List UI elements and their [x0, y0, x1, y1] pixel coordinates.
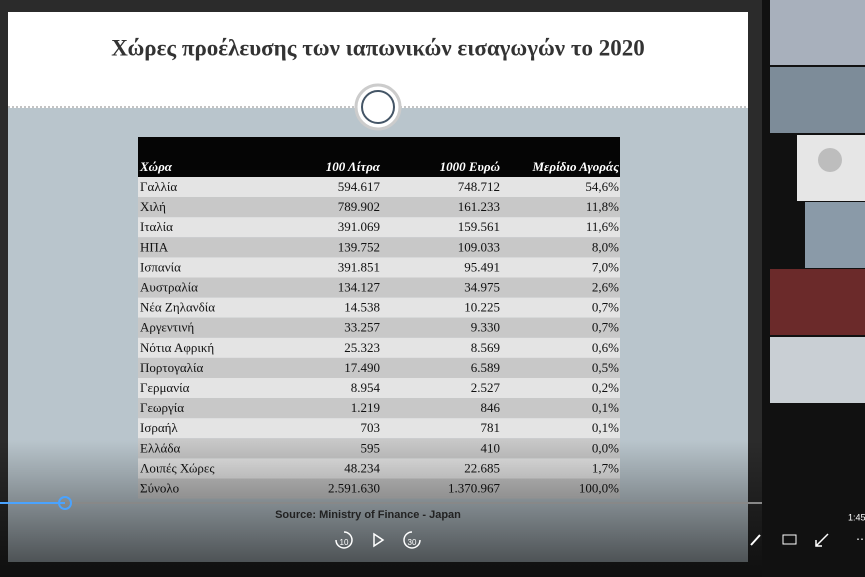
table-cell: 6.589 — [471, 360, 500, 375]
participant-tile[interactable] — [770, 0, 865, 65]
table-cell: 8,0% — [592, 239, 619, 254]
table-cell: 161.233 — [458, 199, 500, 214]
play-button[interactable] — [373, 532, 385, 548]
table-header-cell: 100 Λίτρα — [326, 159, 381, 174]
table-cell: Γαλλία — [140, 179, 177, 194]
table-row-bg — [138, 357, 620, 378]
table-cell: 0,6% — [592, 340, 619, 355]
table-cell: Αυστραλία — [140, 280, 198, 295]
table-row-bg — [138, 177, 620, 198]
table-cell: 10.225 — [464, 300, 500, 315]
rewind-icon — [335, 531, 353, 549]
edit-button[interactable] — [750, 534, 761, 546]
table-cell: 0,5% — [592, 360, 619, 375]
rewind-label: 10 — [340, 538, 349, 547]
table-cell: 17.490 — [344, 360, 380, 375]
table-cell: 54,6% — [585, 179, 619, 194]
table-cell: Νότια Αφρική — [140, 340, 214, 355]
table-header-cell: Μερίδιο Αγοράς — [531, 159, 619, 174]
table-cell: 109.033 — [458, 239, 500, 254]
source: Source: Ministry of Finance - Japan — [275, 509, 461, 521]
pip-button[interactable] — [782, 534, 797, 545]
table-cell: Νέα Ζηλανδία — [140, 300, 215, 315]
table-cell: 8.954 — [351, 380, 381, 395]
table-cell: 134.127 — [338, 280, 381, 295]
table-cell: Αργεντινή — [140, 320, 194, 335]
table-header-cell: 1000 Ευρώ — [440, 159, 500, 174]
table-cell: 9.330 — [471, 320, 500, 335]
table-cell: Ισπανία — [140, 259, 181, 274]
table-cell: 0,2% — [592, 380, 619, 395]
table-row-bg — [138, 237, 620, 258]
participant-tile[interactable] — [770, 67, 865, 133]
table-cell: 11,8% — [586, 199, 619, 214]
participant-tile[interactable] — [805, 202, 865, 268]
table-cell: 0,7% — [592, 300, 619, 315]
table-cell: Χιλή — [140, 199, 166, 214]
table-cell: 33.257 — [344, 320, 380, 335]
controls-shade — [0, 440, 762, 577]
table-cell: 0,1% — [592, 420, 619, 435]
table-cell: 0,7% — [592, 320, 619, 335]
table-header-bg — [138, 137, 620, 177]
table-row-bg — [138, 398, 620, 419]
table-cell: 703 — [361, 420, 381, 435]
table-cell: 781 — [481, 420, 501, 435]
table-cell: 8.569 — [471, 340, 500, 355]
table-cell: Γεωργία — [140, 400, 184, 415]
table-cell: Γερμανία — [140, 380, 190, 395]
table-row-bg — [138, 378, 620, 399]
table-cell: Πορτογαλία — [140, 360, 203, 375]
table-cell: 2.527 — [471, 380, 501, 395]
table-row-bg — [138, 217, 620, 238]
table-cell: 846 — [481, 400, 501, 415]
table-cell: 748.712 — [458, 179, 500, 194]
forward-button[interactable]: 30 — [403, 531, 421, 549]
table-row-bg — [138, 297, 620, 318]
forward-icon — [403, 531, 421, 549]
table-cell: 159.561 — [458, 219, 500, 234]
table-cell: ΗΠΑ — [140, 239, 169, 254]
table-cell: 25.323 — [344, 340, 380, 355]
forward-label: 30 — [408, 538, 417, 547]
table-cell: 11,6% — [586, 219, 619, 234]
table-cell: 95.491 — [464, 259, 500, 274]
table-row-bg — [138, 197, 620, 218]
table-cell: 2,6% — [592, 280, 619, 295]
more-button[interactable]: ⋯ — [856, 532, 865, 546]
table-cell: 789.902 — [338, 199, 380, 214]
progress-handle[interactable] — [58, 496, 72, 510]
table-cell: Ιταλία — [140, 219, 173, 234]
table-cell: 7,0% — [592, 259, 619, 274]
table-cell: Ισραήλ — [140, 420, 178, 435]
participant-tile[interactable] — [770, 337, 865, 403]
table-cell: 14.538 — [344, 300, 380, 315]
participant-tile[interactable] — [770, 269, 865, 335]
table-cell: 34.975 — [464, 280, 500, 295]
table-cell: 0,1% — [592, 400, 619, 415]
fullscreen-button[interactable] — [815, 533, 829, 547]
table-cell: 139.752 — [338, 239, 380, 254]
table-cell: 594.617 — [338, 179, 381, 194]
table-row-bg — [138, 277, 620, 298]
table-cell: 391.851 — [338, 259, 380, 274]
logo-inner — [361, 90, 395, 124]
rewind-button[interactable]: 10 — [335, 531, 353, 549]
table-row-bg — [138, 257, 620, 278]
table-cell: 391.069 — [338, 219, 380, 234]
table-row-bg — [138, 337, 620, 358]
table-row-bg — [138, 317, 620, 338]
table-cell: 1.219 — [351, 400, 380, 415]
slide-title: Χώρες προέλευσης των ιαπωνικών εισαγωγών… — [111, 35, 644, 60]
time: 1:45 — [848, 512, 865, 522]
avatar — [818, 148, 842, 172]
table-row-bg — [138, 418, 620, 439]
table-header-cell: Χώρα — [139, 159, 173, 174]
